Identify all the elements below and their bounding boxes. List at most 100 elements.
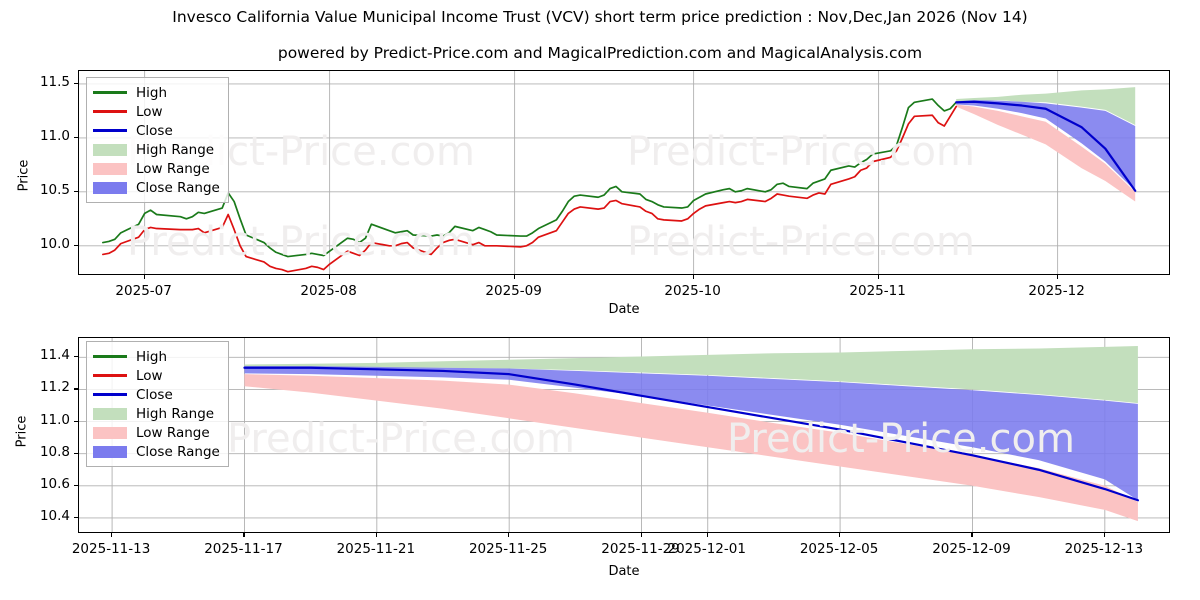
legend-item-low: Low — [93, 366, 220, 385]
legend-item-high-range: High Range — [93, 140, 220, 159]
x-tick-mark — [111, 533, 113, 537]
y-tick-mark — [74, 420, 78, 422]
x-tick-label: 2025-12-09 — [932, 541, 1011, 557]
legend-label: High Range — [136, 141, 215, 158]
top-chart-svg — [79, 71, 1169, 274]
top-x-axis-label: Date — [608, 302, 640, 317]
series-line-low — [102, 105, 958, 273]
legend-swatch-patch-icon — [93, 445, 127, 459]
x-tick-mark — [640, 533, 642, 537]
legend-swatch-line-icon — [93, 388, 127, 402]
x-tick-mark — [328, 275, 330, 279]
x-tick-label: 2025-11 — [849, 283, 906, 299]
watermark-text: Predict-Price.com — [627, 129, 975, 175]
x-tick-label: 2025-12-01 — [667, 541, 746, 557]
bottom-chart-legend: High Low Close High Range Low Range Close Ran… — [86, 341, 229, 467]
legend-swatch-patch-icon — [93, 143, 127, 157]
bottom-chart-svg — [79, 338, 1169, 532]
y-tick-mark — [74, 356, 78, 358]
x-tick-mark — [1056, 275, 1058, 279]
legend-item-high: High — [93, 83, 220, 102]
y-tick-mark — [74, 452, 78, 454]
x-tick-mark — [1103, 533, 1105, 537]
top-plot-area: Predict-Price.com Predict-Price.com Pred… — [78, 70, 1170, 275]
x-tick-label: 2025-09 — [485, 283, 542, 299]
x-tick-mark — [508, 533, 510, 537]
y-tick-label: 10.8 — [39, 443, 70, 460]
legend-label: Close Range — [136, 443, 220, 460]
x-tick-label: 2025-11-21 — [336, 541, 416, 557]
legend-swatch-line-icon — [93, 86, 127, 100]
x-tick-label: 2025-08 — [300, 283, 357, 299]
y-tick-mark — [74, 516, 78, 519]
x-tick-label: 2025-12-13 — [1064, 541, 1144, 557]
series-line-close — [243, 366, 1140, 502]
legend-label: Low — [136, 103, 163, 120]
legend-label: High — [136, 348, 168, 365]
legend-item-close: Close — [93, 385, 220, 404]
legend-swatch-patch-icon — [93, 426, 127, 440]
y-tick-mark — [74, 388, 78, 390]
y-tick-label: 11.5 — [39, 73, 70, 90]
x-tick-mark — [375, 533, 377, 537]
x-tick-label: 2025-11-13 — [71, 541, 151, 557]
watermark-text: Predict-Price.com — [727, 416, 1075, 462]
legend-label: Close — [136, 386, 173, 403]
y-tick-label: 10.6 — [39, 475, 70, 492]
legend-swatch-line-icon — [93, 369, 127, 383]
legend-swatch-line-icon — [93, 350, 127, 364]
y-tick-label: 10.5 — [39, 181, 70, 198]
x-tick-mark — [243, 533, 245, 537]
watermark-text: Predict-Price.com — [227, 416, 575, 462]
legend-swatch-patch-icon — [93, 407, 127, 421]
x-tick-mark — [971, 533, 973, 537]
page-subtitle: powered by Predict-Price.com and Magical… — [277, 44, 923, 62]
legend-item-close-range: Close Range — [93, 178, 220, 197]
y-tick-label: 11.4 — [39, 347, 70, 364]
legend-swatch-patch-icon — [93, 162, 127, 176]
y-tick-mark — [74, 244, 78, 246]
series-line-close — [955, 100, 1137, 192]
watermark-text: Predict-Price.com — [627, 219, 975, 265]
bottom-plot-area: Predict-Price.com Predict-Price.com — [78, 337, 1170, 533]
page-title: Invesco California Value Municipal Incom… — [172, 8, 1028, 26]
x-tick-label: 2025-12 — [1028, 283, 1085, 299]
legend-item-high: High — [93, 347, 220, 366]
x-tick-mark — [877, 275, 879, 279]
y-tick-label: 11.0 — [39, 127, 70, 144]
legend-item-close: Close — [93, 121, 220, 140]
x-tick-label: 2025-10 — [664, 283, 721, 299]
series-line-high — [102, 98, 958, 258]
legend-item-high-range: High Range — [93, 404, 220, 423]
legend-swatch-line-icon — [93, 124, 127, 138]
y-tick-mark — [74, 190, 78, 192]
y-tick-mark — [74, 484, 78, 486]
x-tick-mark — [513, 275, 515, 279]
legend-swatch-line-icon — [93, 105, 127, 119]
legend-label: High — [136, 84, 168, 101]
legend-label: High Range — [136, 405, 215, 422]
legend-label: Close Range — [136, 179, 220, 196]
legend-label: Low Range — [136, 160, 210, 177]
x-tick-label: 2025-11-29 — [601, 541, 680, 557]
y-tick-mark — [74, 136, 78, 138]
legend-item-low-range: Low Range — [93, 423, 220, 442]
x-tick-label: 2025-11-25 — [468, 541, 548, 557]
x-tick-label: 2025-11-17 — [204, 541, 283, 557]
x-tick-mark — [839, 533, 841, 537]
x-tick-mark — [692, 275, 694, 279]
x-tick-label: 2025-07 — [115, 283, 172, 299]
y-tick-label: 11.2 — [39, 379, 70, 396]
top-chart-legend: High Low Close High Range Low Range Close Ran… — [86, 77, 229, 203]
y-tick-label: 10.4 — [39, 507, 70, 524]
legend-item-low: Low — [93, 102, 220, 121]
y-tick-label: 10.0 — [39, 235, 70, 252]
x-tick-mark — [143, 275, 145, 279]
x-tick-label: 2025-12-05 — [799, 541, 879, 557]
legend-item-low-range: Low Range — [93, 159, 220, 178]
legend-label: Low — [136, 367, 163, 384]
legend-label: Close — [136, 122, 173, 139]
y-tick-mark — [74, 82, 78, 85]
watermark-text: Predict-Price.com — [127, 219, 475, 265]
